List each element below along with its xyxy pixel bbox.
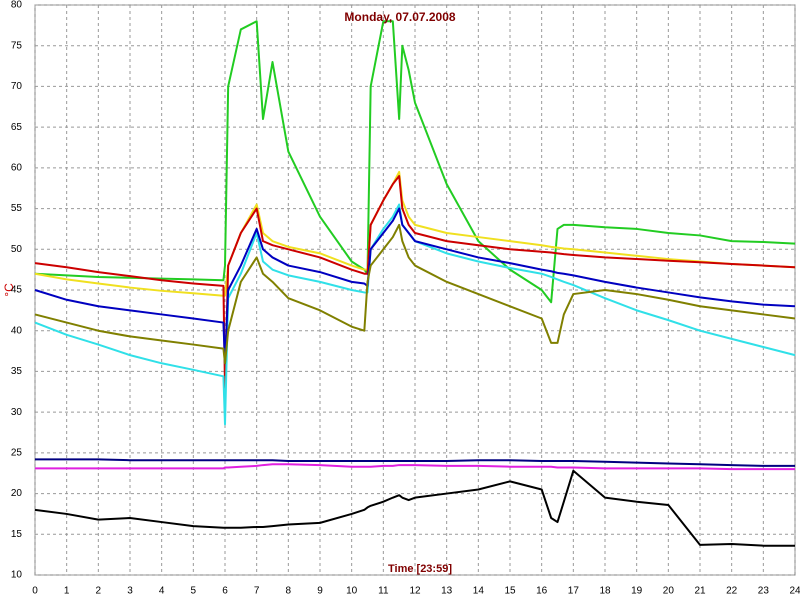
grid: [34, 4, 796, 576]
y-tick-label: 70: [11, 81, 23, 92]
y-tick-label: 35: [11, 366, 23, 377]
x-tick-label: 12: [409, 586, 421, 597]
x-tick-label: 11: [378, 586, 389, 597]
y-tick-label: 50: [11, 244, 23, 255]
x-tick-label: 16: [536, 586, 548, 597]
y-tick-label: 40: [11, 325, 23, 336]
data-line: [34, 469, 795, 547]
x-tick-label: 23: [758, 586, 770, 597]
x-tick-label: 18: [599, 586, 611, 597]
y-axis-label: °C: [2, 283, 16, 297]
x-tick-label: 22: [726, 586, 738, 597]
y-tick-label: 20: [11, 488, 23, 499]
x-tick-label: 14: [473, 586, 485, 597]
y-tick-label: 15: [11, 529, 23, 540]
x-tick-label: 20: [663, 586, 675, 597]
lines: [34, 20, 796, 547]
x-tick-label: 13: [441, 586, 453, 597]
y-tick-label: 30: [11, 407, 23, 418]
x-axis-label: Time [23:59]: [388, 563, 452, 575]
x-tick-label: 15: [504, 586, 516, 597]
y-tick-label: 55: [11, 203, 23, 214]
x-tick-label: 9: [317, 586, 323, 597]
y-tick-label: 10: [11, 570, 23, 581]
x-tick-label: 21: [694, 586, 706, 597]
y-tick-label: 80: [11, 0, 23, 11]
x-tick-label: 19: [631, 586, 643, 597]
x-tick-label: 2: [96, 586, 102, 597]
chart-title: Monday, 07.07.2008: [344, 10, 455, 24]
x-tick-label: 10: [346, 586, 358, 597]
y-tick-label: 25: [11, 447, 23, 458]
x-tick-label: 24: [789, 586, 800, 597]
y-tick-label: 60: [11, 162, 23, 173]
x-tick-label: 5: [191, 586, 197, 597]
y-tick-label: 45: [11, 285, 23, 296]
x-tick-label: 7: [254, 586, 260, 597]
x-tick-label: 8: [286, 586, 292, 597]
x-tick-label: 4: [159, 586, 165, 597]
x-tick-label: 0: [32, 586, 38, 597]
data-line: [34, 207, 796, 365]
x-tick-label: 3: [127, 586, 133, 597]
data-line: [34, 223, 796, 365]
x-tick-label: 6: [222, 586, 228, 597]
y-tick-label: 75: [11, 40, 23, 51]
y-tick-label: 65: [11, 122, 23, 133]
data-line: [35, 458, 795, 467]
x-tick-label: 1: [64, 586, 70, 597]
x-tick-label: 17: [568, 586, 580, 597]
data-line: [35, 463, 795, 471]
data-line: [34, 20, 796, 304]
